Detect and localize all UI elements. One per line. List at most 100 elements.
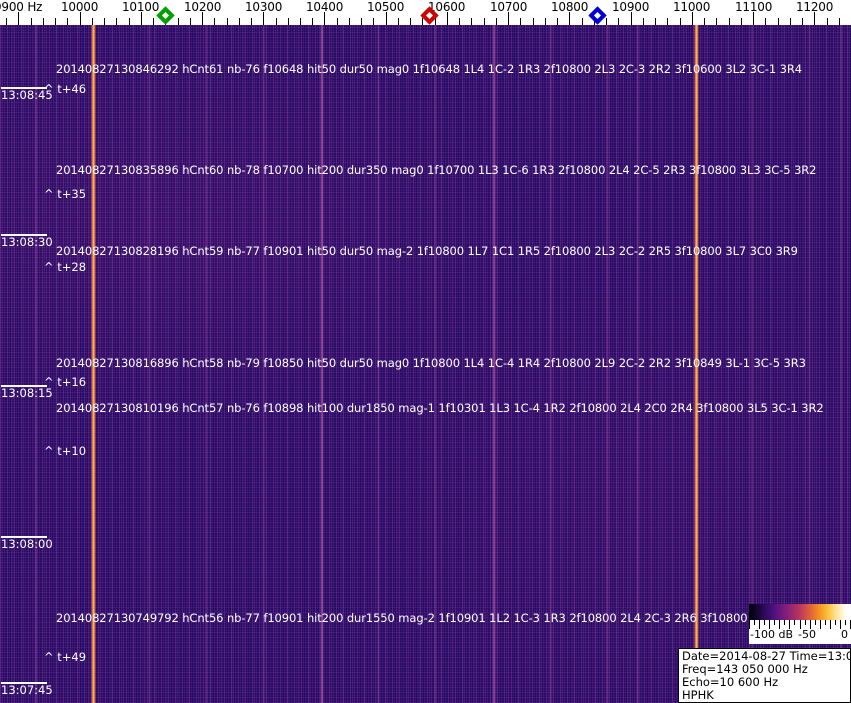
freq-tick-minor <box>618 18 619 25</box>
freq-label: 10000 <box>61 0 99 14</box>
freq-label: 10500 <box>367 0 405 14</box>
freq-tick-major <box>324 12 325 25</box>
time-offset-marker: ^ t+16 <box>44 375 87 389</box>
time-offset-marker: ^ t+35 <box>44 187 87 201</box>
freq-tick-minor <box>839 18 840 25</box>
carrier-line <box>751 25 754 703</box>
freq-tick-minor <box>239 18 240 25</box>
carrier-line <box>262 25 265 703</box>
freq-label: 10800 <box>551 0 589 14</box>
freq-tick-minor <box>67 18 68 25</box>
info-frequency: Freq=143 050 000 Hz <box>682 662 808 676</box>
colorbar-tick <box>845 620 846 625</box>
freq-tick-major <box>508 12 509 25</box>
freq-label: 10900 <box>612 0 650 14</box>
freq-tick-minor <box>6 18 7 25</box>
freq-tick-minor <box>276 18 277 25</box>
colorbar-tick <box>825 620 826 625</box>
carrier-line <box>840 25 843 703</box>
colorbar-tick <box>784 620 785 625</box>
freq-tick-major <box>80 12 81 25</box>
freq-tick-minor <box>667 18 668 25</box>
freq-tick-minor <box>300 18 301 25</box>
freq-tick-minor <box>790 18 791 25</box>
event-detection-text: 20140827130835896 hCnt60 nb-78 f10700 hi… <box>56 163 817 177</box>
freq-tick-major <box>814 12 815 25</box>
time-tick-bar <box>1 536 47 538</box>
freq-tick-minor <box>435 18 436 25</box>
spectrogram-noise-field <box>0 25 851 703</box>
time-tick-bar <box>1 234 47 236</box>
freq-label: 10200 <box>184 0 222 14</box>
freq-tick-minor <box>178 18 179 25</box>
freq-tick-minor <box>190 18 191 25</box>
freq-tick-minor <box>227 18 228 25</box>
freq-label: 10100 <box>122 0 160 14</box>
freq-tick-minor <box>827 18 828 25</box>
freq-tick-major <box>692 12 693 25</box>
freq-label: 11100 <box>735 0 773 14</box>
time-tick: 13:08:15 <box>0 385 53 400</box>
colorbar-tick <box>779 620 780 629</box>
freq-tick-minor <box>288 18 289 25</box>
time-tick-bar <box>1 682 47 684</box>
time-tick-label: 13:08:30 <box>1 235 53 249</box>
freq-tick-minor <box>471 18 472 25</box>
colorbar-label-max: 0 <box>841 628 848 641</box>
spectrogram-canvas[interactable]: 20140827130846292 hCnt61 nb-76 f10648 hi… <box>0 25 851 703</box>
colorbar-tick <box>800 620 801 629</box>
time-offset-marker: ^ t+49 <box>44 650 87 664</box>
freq-tick-major <box>753 12 754 25</box>
freq-tick-minor <box>729 18 730 25</box>
freq-label: 11000 <box>673 0 711 14</box>
freq-tick-minor <box>312 18 313 25</box>
freq-tick-minor <box>778 18 779 25</box>
freq-tick-major <box>202 12 203 25</box>
colorbar-tick <box>789 620 790 629</box>
time-offset-marker: ^ t+28 <box>44 260 87 274</box>
freq-tick-major <box>631 12 632 25</box>
freq-tick-minor <box>643 18 644 25</box>
carrier-line <box>434 25 437 703</box>
time-tick: 13:07:45 <box>0 682 53 697</box>
freq-tick-major <box>141 12 142 25</box>
colorbar-tick <box>840 620 841 629</box>
freq-tick-minor <box>680 18 681 25</box>
freq-tick-minor <box>802 18 803 25</box>
freq-tick-minor <box>582 18 583 25</box>
freq-tick-minor <box>92 18 93 25</box>
event-detection-text: 20140827130828196 hCnt59 nb-77 f10901 hi… <box>56 244 798 258</box>
freq-label: 11200 <box>796 0 834 14</box>
time-offset-marker: ^ t+10 <box>44 444 87 458</box>
freq-tick-minor <box>606 18 607 25</box>
freq-label: 10300 <box>245 0 283 14</box>
freq-tick-minor <box>533 18 534 25</box>
colorbar-tick <box>815 620 816 625</box>
freq-label: 9900 Hz <box>0 0 43 14</box>
carrier-line <box>549 25 552 703</box>
carrier-line <box>636 25 639 703</box>
time-tick: 13:08:00 <box>0 536 53 551</box>
freq-tick-minor <box>31 18 32 25</box>
event-detection-text: 20140827130816896 hCnt58 nb-79 f10850 hi… <box>56 356 806 370</box>
colorbar-tick <box>764 620 765 625</box>
colorbar-tick <box>769 620 770 629</box>
freq-tick-minor <box>104 18 105 25</box>
freq-tick-minor <box>557 18 558 25</box>
carrier-line <box>320 25 324 703</box>
carrier-line <box>148 25 151 703</box>
freq-tick-minor <box>496 18 497 25</box>
colorbar-tick <box>749 620 750 629</box>
marker-blue-icon[interactable] <box>588 6 607 25</box>
time-tick-label: 13:08:45 <box>1 88 53 102</box>
freq-tick-major <box>569 12 570 25</box>
colorbar-label-mid: -50 <box>798 628 816 641</box>
freq-tick-minor <box>398 18 399 25</box>
carrier-line <box>377 25 380 703</box>
freq-tick-minor <box>422 18 423 25</box>
freq-tick-major <box>18 12 19 25</box>
freq-tick-minor <box>129 18 130 25</box>
freq-tick-minor <box>361 18 362 25</box>
colorbar-tick <box>830 620 831 629</box>
